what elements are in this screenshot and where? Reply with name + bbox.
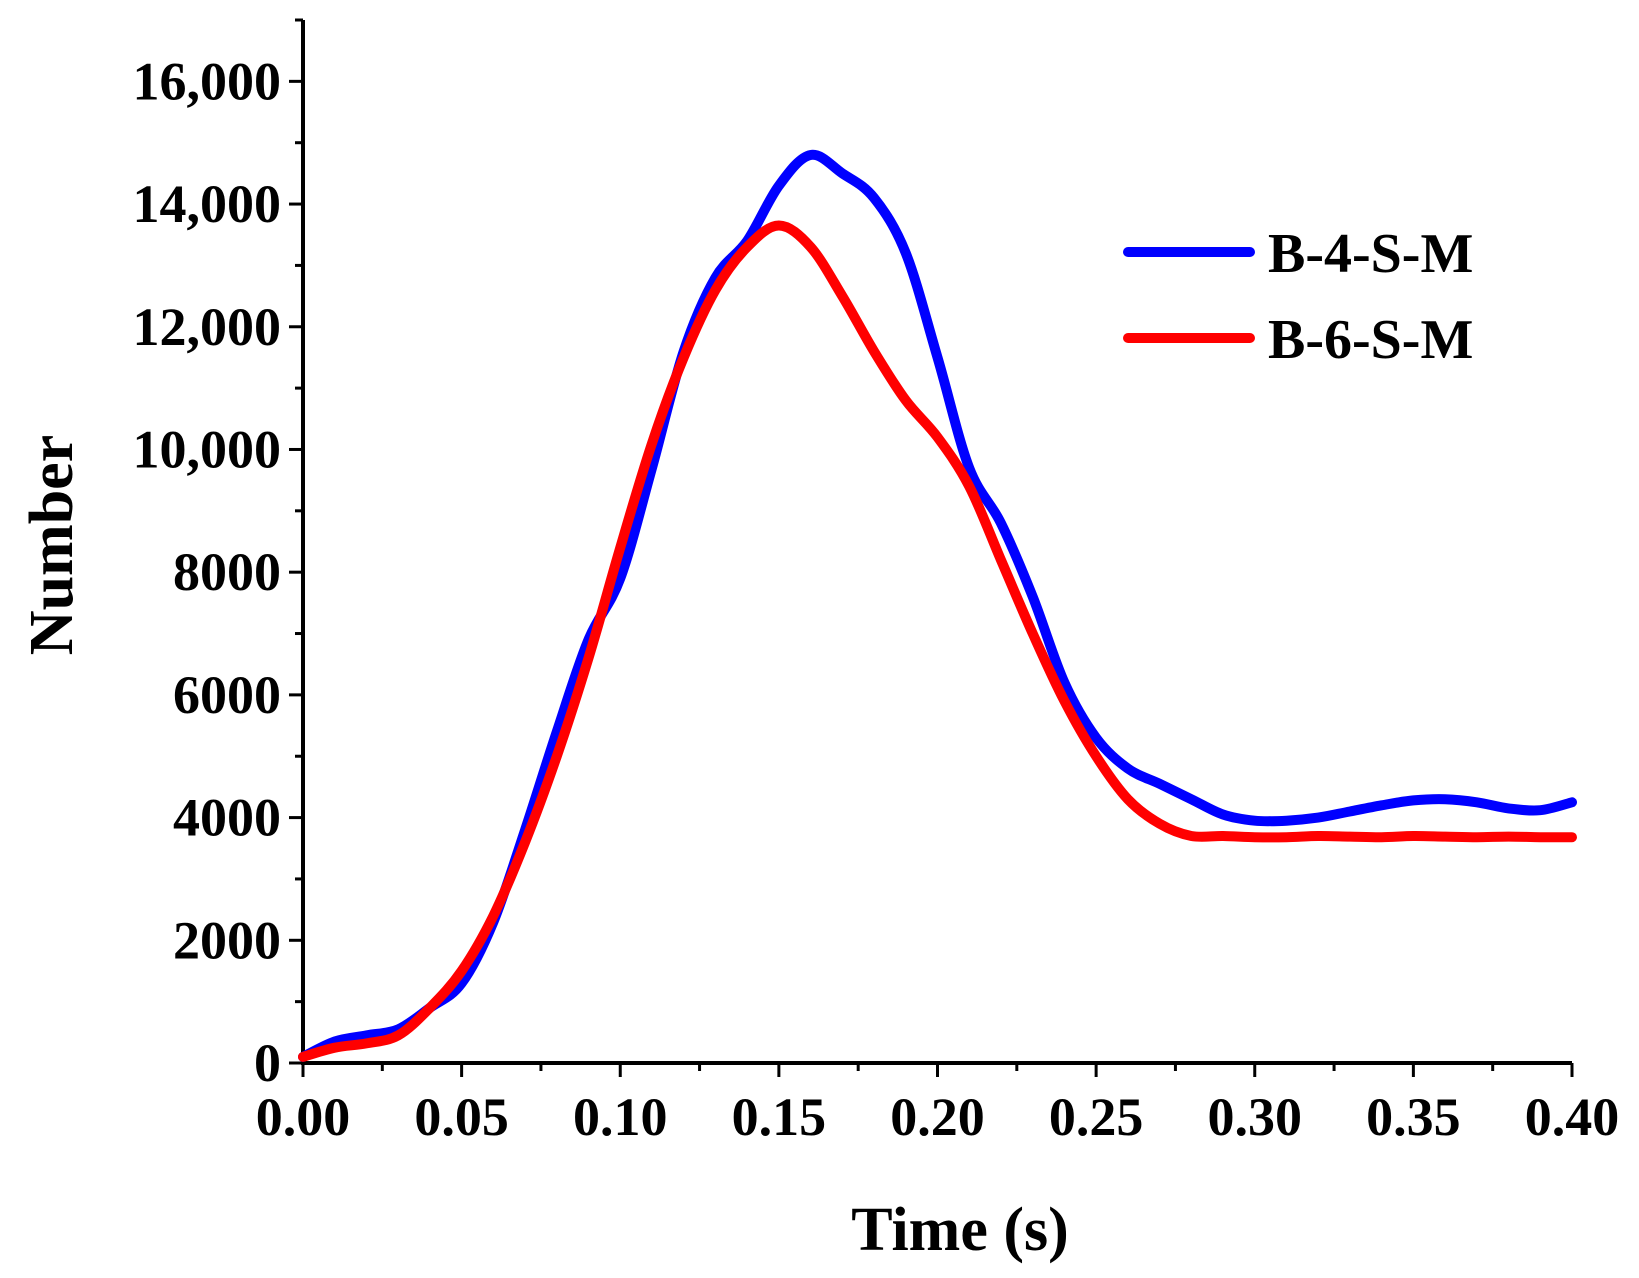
legend: B-4-S-M B-6-S-M (1123, 223, 1473, 371)
y-tick-label: 12,000 (133, 297, 282, 357)
y-tick-label: 16,000 (133, 51, 282, 111)
x-tick-label: 0.00 (256, 1087, 351, 1147)
x-tick-label: 0.35 (1366, 1087, 1461, 1147)
y-ticks: 0 2000 4000 6000 8000 10,000 12,000 14,000 16,00… (133, 18, 303, 1093)
y-tick-label: 4000 (173, 788, 281, 848)
x-tick-label: 0.05 (414, 1087, 509, 1147)
x-tick-label: 0.40 (1525, 1087, 1620, 1147)
series-layer (298, 149, 1577, 1062)
x-ticks: 0.00 0.05 0.10 0.15 0.20 0.25 0.30 0.35 0.40 (256, 1063, 1620, 1147)
legend-label-b-4-s-m: B-4-S-M (1268, 223, 1473, 285)
x-tick-label: 0.10 (573, 1087, 668, 1147)
x-tick-label: 0.20 (890, 1087, 985, 1147)
y-axis-title: Number (18, 435, 86, 655)
y-tick-label: 2000 (173, 910, 281, 970)
x-axis-title: Time (s) (851, 1196, 1069, 1264)
y-tick-label: 8000 (173, 542, 281, 602)
y-tick-label: 0 (254, 1033, 281, 1093)
y-tick-label: 10,000 (133, 419, 282, 479)
series-line-b-6-s-m (298, 220, 1577, 1062)
x-tick-label: 0.25 (1049, 1087, 1144, 1147)
x-tick-label: 0.15 (732, 1087, 827, 1147)
y-tick-label: 14,000 (133, 174, 282, 234)
legend-label-b-6-s-m: B-6-S-M (1268, 309, 1473, 371)
y-tick-label: 6000 (173, 665, 281, 725)
x-tick-label: 0.30 (1208, 1087, 1303, 1147)
